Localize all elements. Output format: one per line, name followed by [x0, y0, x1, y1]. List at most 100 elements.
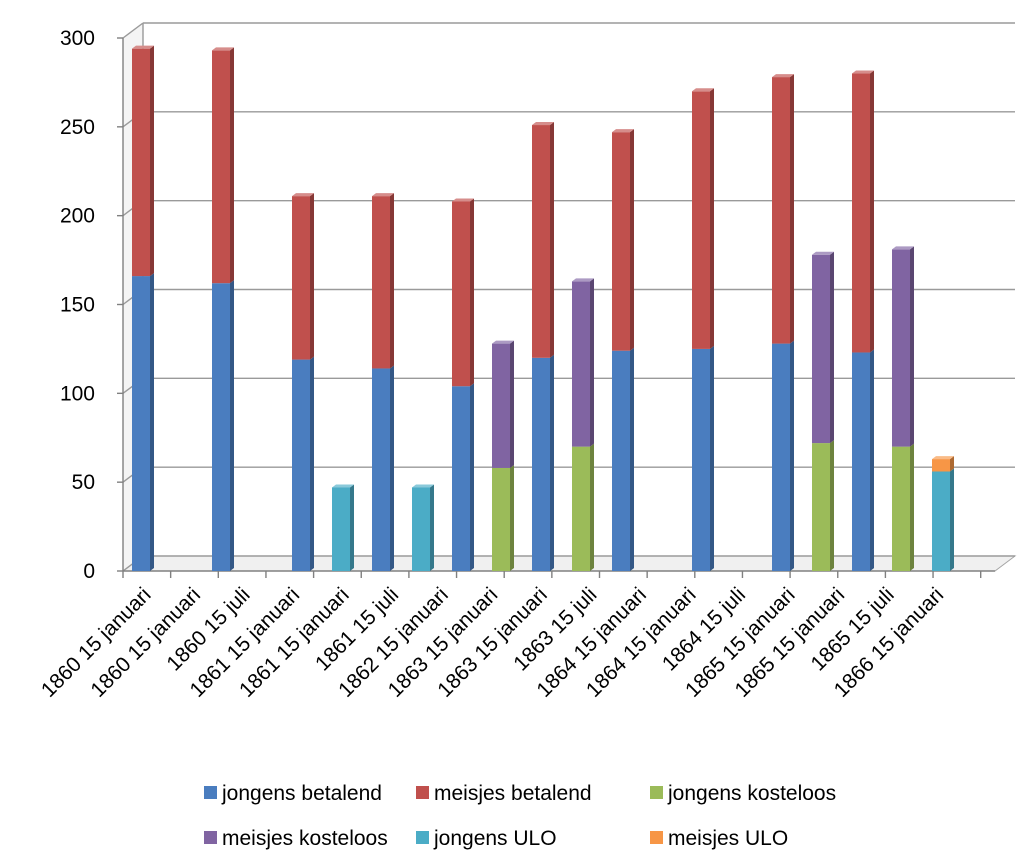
- legend-label: meisjes kosteloos: [222, 827, 388, 850]
- legend-label: meisjes ULO: [668, 827, 788, 850]
- y-tick-label: 0: [83, 560, 95, 583]
- bar-stack: [572, 278, 594, 571]
- bar-front: [852, 73, 870, 353]
- bar-stack: [332, 484, 354, 571]
- legend-swatch: [204, 831, 217, 844]
- legend-label: meisjes betalend: [434, 782, 592, 805]
- bar-stack: [932, 456, 954, 571]
- bar-front: [892, 446, 910, 571]
- bar-side: [350, 484, 354, 571]
- bar-front: [492, 343, 510, 468]
- legend-item: jongens kosteloos: [650, 782, 836, 805]
- bar-top: [492, 340, 514, 344]
- bar-front: [572, 446, 590, 571]
- bar-segment: [772, 340, 794, 571]
- bar-segment: [532, 122, 554, 358]
- bar-segment: [572, 278, 594, 447]
- bar-top: [852, 70, 874, 74]
- bar-top: [372, 193, 394, 197]
- chart-floor: [121, 555, 1017, 572]
- bar-front: [812, 254, 830, 444]
- bar-top: [132, 45, 154, 49]
- bar-front: [772, 77, 790, 344]
- y-tick-label: 300: [60, 27, 95, 50]
- bar-segment: [132, 45, 154, 277]
- bar-side: [510, 464, 514, 571]
- bar-segment: [132, 273, 154, 571]
- bar-front: [932, 471, 950, 571]
- bar-stack: [212, 47, 234, 571]
- bar-segment: [932, 468, 954, 571]
- bar-front: [892, 249, 910, 447]
- y-tick-label: 250: [60, 116, 95, 139]
- bar-segment: [212, 47, 234, 284]
- bar-stack: [692, 88, 714, 571]
- bar-segment: [852, 70, 874, 353]
- bar-stack: [612, 129, 634, 571]
- bar-side: [510, 340, 514, 468]
- bar-segment: [612, 129, 634, 351]
- bar-front: [332, 487, 350, 571]
- bar-front: [212, 283, 230, 571]
- bar-segment: [372, 365, 394, 571]
- bar-front: [692, 348, 710, 571]
- bar-side: [870, 70, 874, 353]
- bar-side: [230, 280, 234, 571]
- bar-front: [692, 91, 710, 349]
- bar-top: [772, 74, 794, 78]
- y-axis-tick-labels: 0 50 100 150 200 250 300: [60, 27, 95, 583]
- bar-side: [910, 443, 914, 571]
- bar-stack: [772, 74, 794, 571]
- bar-stack: [292, 193, 314, 571]
- bar-segment: [532, 354, 554, 571]
- legend-swatch: [650, 831, 663, 844]
- bar-top: [692, 88, 714, 92]
- bar-stack: [372, 193, 394, 571]
- y-tick-label: 50: [72, 471, 95, 494]
- bar-side: [310, 193, 314, 360]
- bar-front: [292, 196, 310, 360]
- bar-segment: [492, 340, 514, 468]
- y-tick-label: 150: [60, 294, 95, 317]
- bar-segment: [412, 484, 434, 571]
- bar-top: [932, 456, 954, 460]
- legend-item: jongens betalend: [204, 782, 382, 805]
- bar-side: [150, 45, 154, 277]
- bar-front: [932, 459, 950, 472]
- legend-swatch: [650, 786, 663, 799]
- bar-front: [412, 487, 430, 571]
- bar-top: [212, 47, 234, 51]
- bar-side: [150, 273, 154, 571]
- bar-front: [132, 48, 150, 277]
- bar-segment: [452, 383, 474, 571]
- legend-label: jongens betalend: [221, 782, 382, 805]
- bar-front: [532, 357, 550, 571]
- bar-side: [950, 456, 954, 472]
- bar-side: [950, 468, 954, 571]
- legend-item: jongens ULO: [416, 827, 557, 850]
- legend-label: jongens kosteloos: [667, 782, 836, 805]
- legend-swatch: [416, 831, 429, 844]
- bar-segment: [612, 347, 634, 571]
- bar-segment: [932, 456, 954, 472]
- bar-front: [212, 50, 230, 284]
- legend-label: jongens ULO: [433, 827, 557, 850]
- bar-top: [572, 278, 594, 282]
- bar-front: [292, 359, 310, 571]
- bar-segment: [812, 440, 834, 571]
- gridlines: [121, 22, 1017, 572]
- bar-segment: [572, 443, 594, 571]
- bar-side: [230, 47, 234, 284]
- bar-side: [630, 129, 634, 351]
- legend-item: meisjes betalend: [416, 782, 592, 805]
- bar-top: [332, 484, 354, 488]
- bar-top: [412, 484, 434, 488]
- bar-stack: [812, 251, 834, 571]
- bar-side: [390, 365, 394, 571]
- legend-item: meisjes ULO: [650, 827, 788, 850]
- bar-top: [612, 129, 634, 133]
- bar-front: [812, 443, 830, 571]
- bar-front: [452, 386, 470, 571]
